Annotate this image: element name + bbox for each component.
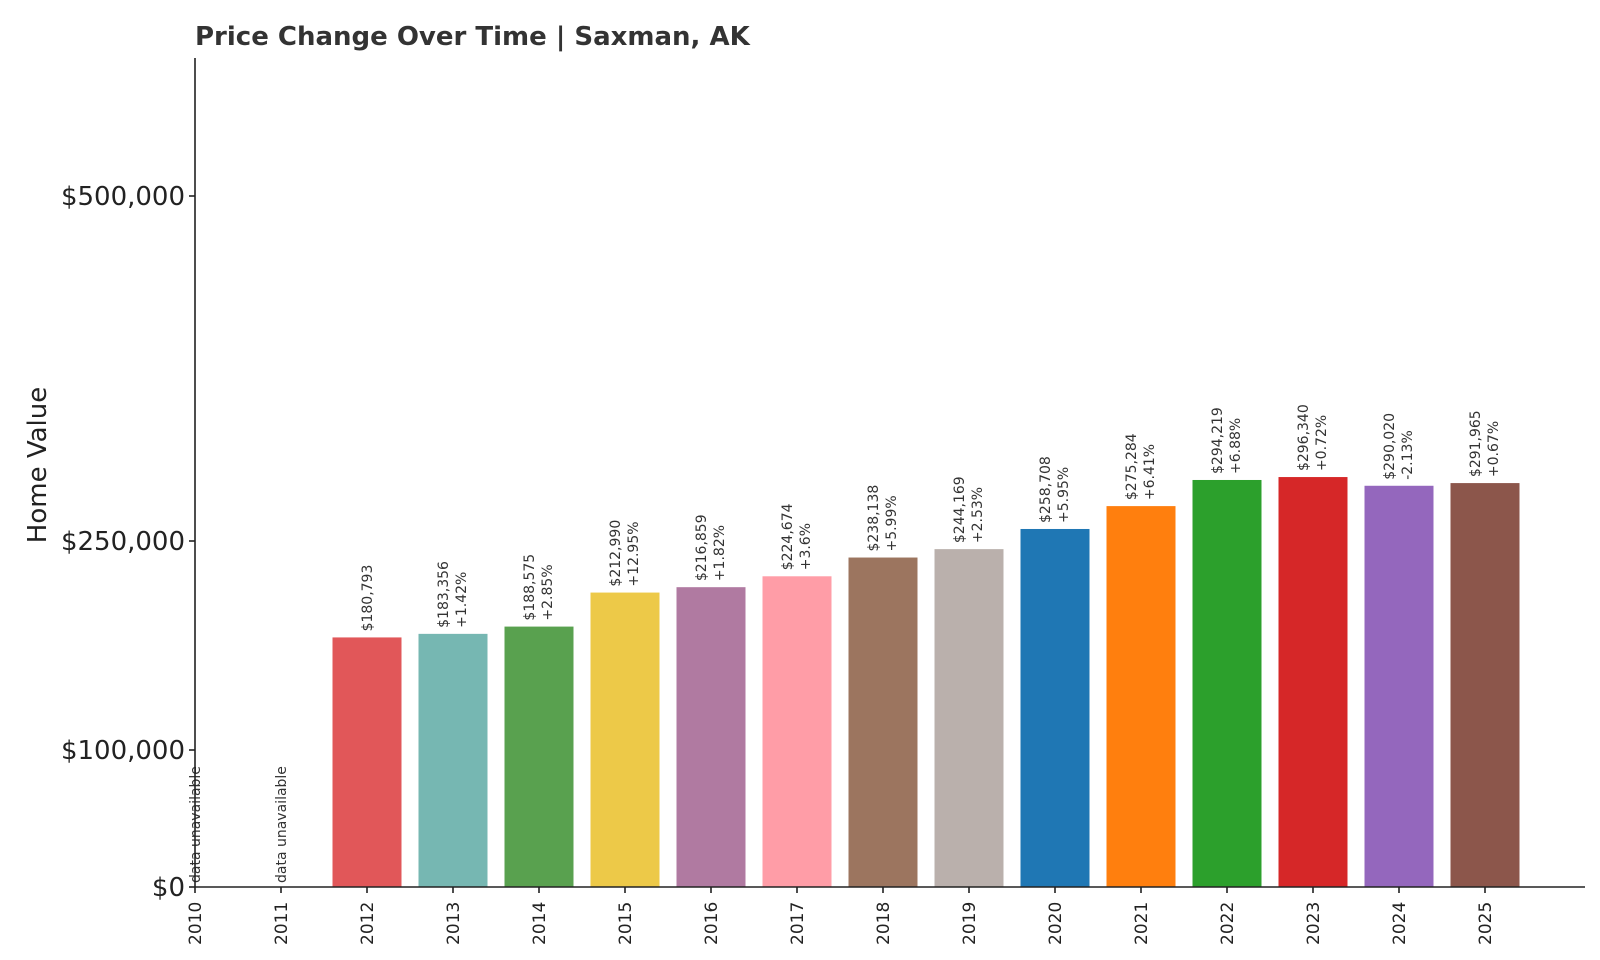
x-tick-label: 2012 (358, 902, 378, 945)
chart-title: Price Change Over Time | Saxman, AK (195, 22, 751, 52)
bar (1364, 485, 1434, 887)
bar (676, 587, 746, 887)
change-label: +6.88% (1228, 418, 1244, 474)
value-label: $294,219 (1210, 407, 1226, 474)
y-tick-label: $0 (152, 873, 185, 903)
bar (1192, 479, 1262, 887)
x-tick-label: 2025 (1476, 902, 1496, 945)
data-unavailable-label: data unavailable (274, 766, 290, 883)
change-label: +6.41% (1142, 444, 1158, 500)
change-label: +2.85% (540, 564, 556, 620)
x-tick-label: 2020 (1046, 902, 1066, 945)
change-label: +12.95% (626, 521, 642, 586)
change-label: +1.82% (712, 525, 728, 581)
value-label: $183,356 (436, 561, 452, 628)
change-label: +2.53% (970, 487, 986, 543)
bar (504, 626, 574, 887)
y-tick-label: $500,000 (61, 182, 185, 212)
bar (1278, 477, 1348, 887)
change-label: +5.99% (884, 495, 900, 551)
bar (332, 637, 402, 887)
value-label: $258,708 (1038, 456, 1054, 523)
change-label: +5.95% (1056, 467, 1072, 523)
change-label: +1.42% (454, 572, 470, 628)
value-label: $188,575 (522, 554, 538, 621)
x-tick-label: 2023 (1304, 902, 1324, 945)
bar (1450, 483, 1520, 887)
bar (1106, 506, 1176, 887)
y-tick-label: $100,000 (61, 736, 185, 766)
data-unavailable-label: data unavailable (188, 766, 204, 883)
data-labels-group: data unavailable data unavailable $180,793… (188, 404, 1502, 883)
value-label: $180,793 (360, 565, 376, 632)
x-tick-label: 2011 (272, 902, 292, 945)
value-label: $291,965 (1468, 410, 1484, 477)
y-axis-label: Home Value (23, 387, 53, 543)
y-ticks-group: $0 $100,000 $250,000 $500,000 (61, 182, 195, 903)
y-tick-label: $250,000 (61, 527, 185, 557)
x-tick-label: 2014 (530, 902, 550, 945)
x-tick-label: 2021 (1132, 902, 1152, 945)
value-label: $290,020 (1382, 413, 1398, 480)
bar (934, 549, 1004, 887)
x-tick-label: 2017 (788, 902, 808, 945)
bar (590, 592, 660, 887)
bars-group (332, 477, 1520, 887)
bar (1020, 528, 1090, 887)
change-label: -2.13% (1400, 430, 1416, 480)
x-ticks-group: 2010 2011 2012 2013 2014 2015 2016 2017 2018 2019… (186, 887, 1496, 945)
x-tick-label: 2015 (616, 902, 636, 945)
x-tick-label: 2018 (874, 902, 894, 945)
change-label: +0.72% (1314, 415, 1330, 471)
x-tick-label: 2013 (444, 902, 464, 945)
bar (848, 557, 918, 887)
value-label: $296,340 (1296, 404, 1312, 471)
value-label: $216,859 (694, 514, 710, 581)
value-label: $212,990 (608, 520, 624, 587)
value-label: $224,674 (780, 503, 796, 570)
value-label: $238,138 (866, 485, 882, 552)
bar (762, 576, 832, 887)
change-label: +0.67% (1486, 421, 1502, 477)
value-label: $275,284 (1124, 433, 1140, 500)
x-tick-label: 2016 (702, 902, 722, 945)
x-tick-label: 2022 (1218, 902, 1238, 945)
x-tick-label: 2019 (960, 902, 980, 945)
change-label: +3.6% (798, 523, 814, 570)
bar (418, 633, 488, 887)
value-label: $244,169 (952, 476, 968, 543)
x-tick-label: 2024 (1390, 902, 1410, 945)
x-tick-label: 2010 (186, 902, 206, 945)
